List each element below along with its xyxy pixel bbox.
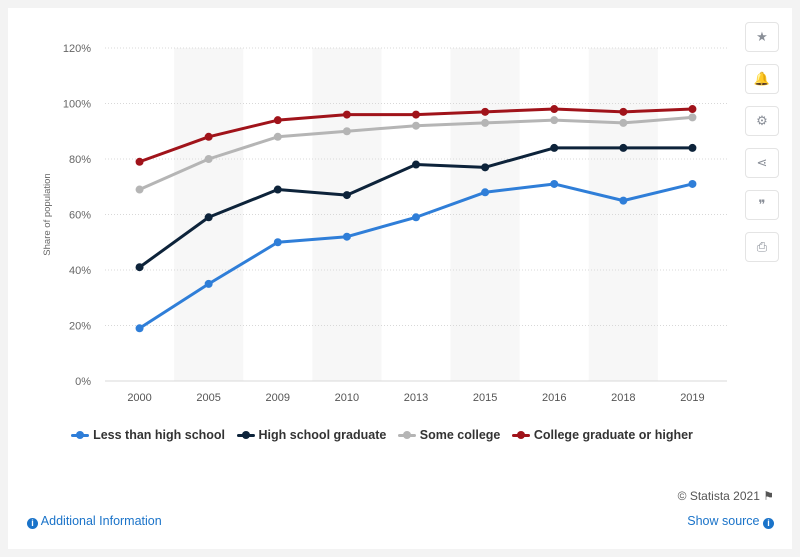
x-tick-label: 2015 <box>473 392 497 404</box>
x-tick-label: 2016 <box>542 392 566 404</box>
chart-legend: Less than high school High school gradua… <box>0 428 764 443</box>
x-tick-label: 2009 <box>266 392 290 404</box>
data-point <box>619 118 628 127</box>
y-tick-label: 120% <box>63 43 91 55</box>
data-point <box>273 185 282 194</box>
y-axis-title: Share of population <box>42 173 53 255</box>
data-point <box>135 157 144 166</box>
data-point <box>481 163 490 172</box>
legend-swatch <box>397 430 416 440</box>
x-tick-label: 2013 <box>404 392 428 404</box>
data-point <box>204 279 213 288</box>
y-tick-label: 60% <box>69 210 91 222</box>
quote-icon: ❞ <box>758 197 766 212</box>
star-icon: ★ <box>756 29 768 44</box>
y-tick-label: 20% <box>69 321 91 333</box>
data-point <box>412 160 420 169</box>
gear-icon: ⚙ <box>756 113 768 128</box>
data-point <box>342 110 351 119</box>
legend-label: Less than high school <box>93 428 226 442</box>
x-tick-label: 2010 <box>335 392 359 404</box>
legend-swatch <box>71 430 90 440</box>
data-point <box>619 196 628 205</box>
x-tick-label: 2018 <box>611 392 635 404</box>
data-point <box>342 127 351 136</box>
print-icon: ⎙ <box>756 239 768 254</box>
share-icon: ⋖ <box>756 155 768 170</box>
statista-credit[interactable]: © Statista 2021 ⚑ <box>678 489 774 503</box>
data-point <box>688 113 697 122</box>
additional-information-label: Additional Information <box>40 514 162 528</box>
notification-button[interactable]: 🔔 <box>745 64 779 94</box>
plot-band <box>588 48 658 381</box>
bell-icon: 🔔 <box>753 71 771 86</box>
data-point <box>481 118 490 127</box>
data-point <box>550 105 559 114</box>
data-point <box>412 213 420 222</box>
data-point <box>412 110 420 119</box>
y-tick-label: 100% <box>63 99 91 111</box>
chart-card <box>8 8 792 549</box>
data-point <box>688 105 697 114</box>
legend-item-some-college[interactable]: Some college <box>397 428 501 442</box>
data-point <box>619 143 628 152</box>
legend-item-high-school-graduate[interactable]: High school graduate <box>236 428 387 442</box>
print-button[interactable]: ⎙ <box>745 232 779 262</box>
data-point <box>619 107 628 116</box>
plot-band <box>450 48 520 381</box>
data-point <box>688 179 697 188</box>
y-tick-label: 80% <box>69 154 91 166</box>
legend-swatch <box>236 430 255 440</box>
settings-button[interactable]: ⚙ <box>745 106 779 136</box>
flag-icon: ⚑ <box>763 489 774 503</box>
credit-text: © Statista 2021 <box>677 489 760 503</box>
info-icon: i <box>763 518 774 529</box>
legend-swatch <box>511 430 530 440</box>
data-point <box>550 116 559 125</box>
x-tick-label: 2005 <box>196 392 220 404</box>
data-point <box>204 213 213 222</box>
favorite-button[interactable]: ★ <box>745 22 779 52</box>
plot-band <box>312 48 382 381</box>
legend-label: Some college <box>419 428 501 442</box>
data-point <box>273 116 282 125</box>
additional-information-link[interactable]: i Additional Information <box>27 514 162 529</box>
share-button[interactable]: ⋖ <box>745 148 779 178</box>
data-point <box>135 185 144 194</box>
show-source-link[interactable]: Show source i <box>687 514 774 529</box>
legend-item-less-than-high-school[interactable]: Less than high school <box>71 428 225 442</box>
x-tick-label: 2000 <box>127 392 151 404</box>
legend-item-college-graduate[interactable]: College graduate or higher <box>511 428 693 442</box>
data-point <box>342 232 351 241</box>
data-point <box>550 143 559 152</box>
info-icon: i <box>27 518 38 529</box>
legend-label: College graduate or higher <box>533 428 693 442</box>
data-point <box>688 143 697 152</box>
data-point <box>273 132 282 141</box>
legend-label: High school graduate <box>258 428 387 442</box>
show-source-label: Show source <box>687 514 760 528</box>
data-point <box>204 132 213 141</box>
data-point <box>481 107 490 116</box>
data-point <box>481 188 490 197</box>
data-point <box>135 324 144 333</box>
y-tick-label: 40% <box>69 265 91 277</box>
data-point <box>273 238 282 247</box>
data-point <box>135 263 144 272</box>
data-point <box>412 121 420 130</box>
data-point <box>342 191 351 200</box>
cite-button[interactable]: ❞ <box>745 190 779 220</box>
y-tick-label: 0% <box>75 376 91 388</box>
data-point <box>204 155 213 163</box>
data-point <box>550 179 559 188</box>
x-tick-label: 2019 <box>680 392 704 404</box>
